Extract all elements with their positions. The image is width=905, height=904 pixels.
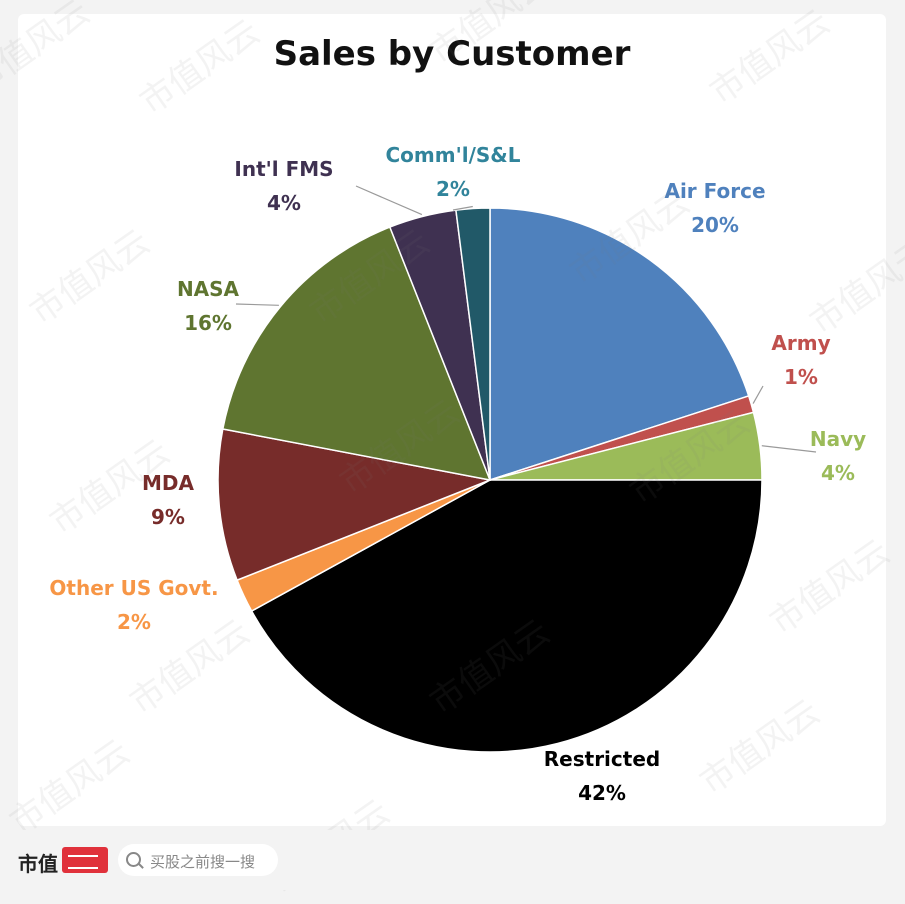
- pie-slice-restricted: [250, 479, 763, 753]
- slice-percent-label: 1%: [784, 365, 818, 389]
- chart-card: Sales by Customer Air Force 20% Army 1% Navy…: [18, 14, 886, 826]
- leader-line: [235, 303, 279, 306]
- slice-percent-label: 9%: [151, 505, 185, 529]
- footer-bar: 市值 买股之前搜一搜: [0, 830, 905, 890]
- slice-name-label: Army: [771, 331, 830, 355]
- slice-name-label: Air Force: [664, 179, 765, 203]
- slice-percent-label: 42%: [578, 781, 626, 805]
- pie-slice-comm-l-s-l: [455, 207, 491, 481]
- slice-percent-label: 4%: [267, 191, 301, 215]
- leader-line: [355, 185, 423, 216]
- slice-percent-label: 2%: [436, 177, 470, 201]
- search-box[interactable]: 买股之前搜一搜: [118, 844, 278, 876]
- brand-logo-icon: [62, 847, 108, 873]
- search-icon: [126, 852, 141, 867]
- slice-name-label: Int'l FMS: [234, 157, 333, 181]
- slice-percent-label: 4%: [821, 461, 855, 485]
- brand-name: 市值: [18, 852, 58, 876]
- slice-percent-label: 16%: [184, 311, 232, 335]
- leader-line: [452, 205, 473, 211]
- slice-name-label: Other US Govt.: [49, 576, 218, 600]
- pie-slice-air-force: [489, 207, 750, 482]
- leader-line: [752, 385, 764, 404]
- slice-name-label: Comm'l/S&L: [386, 143, 521, 167]
- leader-line: [761, 445, 817, 453]
- chart-title: Sales by Customer: [273, 34, 631, 74]
- pie-slice-nasa: [221, 226, 492, 481]
- slice-name-label: NASA: [177, 277, 240, 301]
- slice-percent-label: 20%: [691, 213, 739, 237]
- slice-name-label: Restricted: [544, 747, 660, 771]
- pie-chart: Air Force 20% Army 1% Navy 4% Restricted 42% Oth…: [49, 143, 866, 805]
- slice-percent-label: 2%: [117, 610, 151, 634]
- pie-slice-mda: [217, 428, 493, 582]
- search-placeholder: 买股之前搜一搜: [150, 853, 256, 871]
- slice-name-label: Navy: [810, 427, 866, 451]
- slice-name-label: MDA: [142, 471, 195, 495]
